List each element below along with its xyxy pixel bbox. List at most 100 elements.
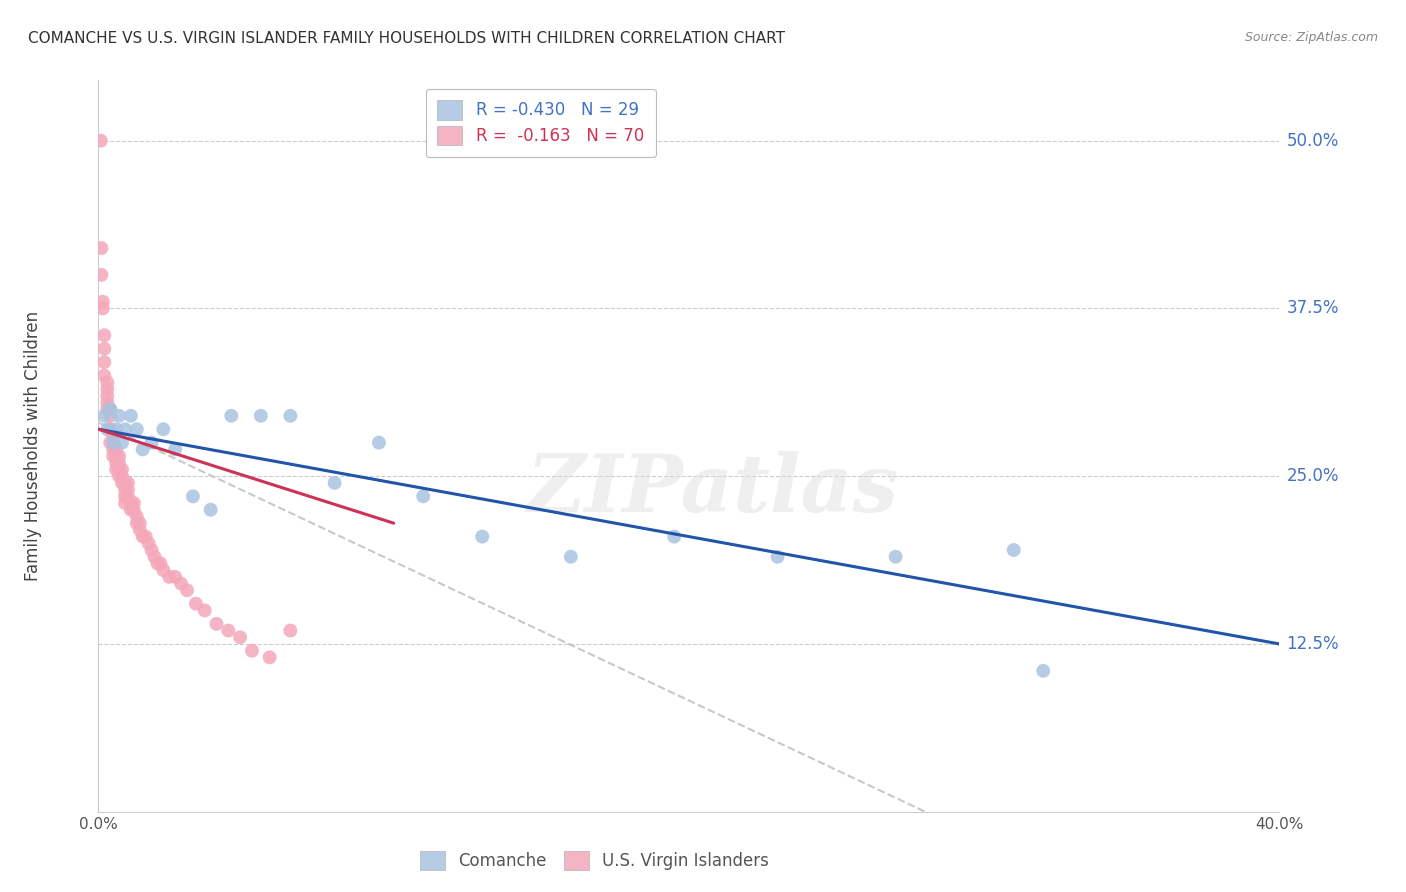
Point <box>105 462 128 476</box>
Point <box>219 409 242 423</box>
Point <box>105 456 128 470</box>
Point <box>117 483 139 497</box>
Point <box>125 422 148 436</box>
Point <box>157 570 180 584</box>
Point <box>114 422 136 436</box>
Point <box>278 409 302 423</box>
Point <box>165 442 187 457</box>
Point <box>90 241 112 255</box>
Point <box>122 502 145 516</box>
Point <box>149 557 172 571</box>
Text: 37.5%: 37.5% <box>1286 300 1339 318</box>
Point <box>141 435 163 450</box>
Point <box>128 516 150 531</box>
Point <box>412 489 434 503</box>
Point <box>122 496 145 510</box>
Point <box>93 328 115 343</box>
Text: Source: ZipAtlas.com: Source: ZipAtlas.com <box>1244 31 1378 45</box>
Point <box>170 576 193 591</box>
Text: 25.0%: 25.0% <box>1286 467 1339 485</box>
Point <box>114 483 136 497</box>
Point <box>141 543 163 558</box>
Point <box>368 435 391 450</box>
Point <box>135 530 157 544</box>
Point <box>250 409 273 423</box>
Point <box>108 409 131 423</box>
Point <box>664 530 686 544</box>
Point <box>96 402 118 417</box>
Point <box>96 389 118 403</box>
Text: 12.5%: 12.5% <box>1286 635 1339 653</box>
Point <box>103 442 125 457</box>
Point <box>114 475 136 490</box>
Text: ZIPatlas: ZIPatlas <box>526 451 898 529</box>
Point <box>181 489 204 503</box>
Point <box>98 409 121 423</box>
Point <box>146 557 169 571</box>
Point <box>259 650 281 665</box>
Point <box>125 509 148 524</box>
Point <box>884 549 907 564</box>
Point <box>323 475 346 490</box>
Point <box>471 530 494 544</box>
Point <box>128 523 150 537</box>
Point <box>111 475 134 490</box>
Point <box>240 643 263 657</box>
Point <box>98 402 121 417</box>
Point <box>98 422 121 436</box>
Point <box>108 456 131 470</box>
Point <box>90 268 112 282</box>
Point <box>103 429 125 443</box>
Point <box>229 630 252 644</box>
Point <box>560 549 582 564</box>
Point <box>91 294 114 309</box>
Point <box>120 502 142 516</box>
Point <box>117 489 139 503</box>
Point <box>200 502 222 516</box>
Point <box>111 462 134 476</box>
Point <box>93 409 115 423</box>
Point <box>103 435 125 450</box>
Point <box>103 449 125 463</box>
Point <box>96 376 118 390</box>
Point <box>194 603 217 617</box>
Point <box>165 570 187 584</box>
Point <box>93 355 115 369</box>
Point <box>117 475 139 490</box>
Point <box>120 409 142 423</box>
Point <box>184 597 207 611</box>
Legend: Comanche, U.S. Virgin Islanders: Comanche, U.S. Virgin Islanders <box>413 844 776 877</box>
Point <box>105 449 128 463</box>
Text: Family Households with Children: Family Households with Children <box>24 311 42 581</box>
Point <box>152 422 174 436</box>
Point <box>105 422 128 436</box>
Point <box>114 496 136 510</box>
Point <box>120 496 142 510</box>
Point <box>105 442 128 457</box>
Point <box>108 462 131 476</box>
Point <box>217 624 239 638</box>
Point <box>132 442 155 457</box>
Point <box>98 402 121 417</box>
Point <box>103 435 125 450</box>
Point <box>1032 664 1054 678</box>
Point <box>96 395 118 409</box>
Point <box>90 134 112 148</box>
Point <box>132 530 155 544</box>
Point <box>205 616 228 631</box>
Point <box>766 549 789 564</box>
Point <box>93 342 115 356</box>
Point <box>91 301 114 316</box>
Point <box>125 516 148 531</box>
Point <box>176 583 198 598</box>
Point <box>105 449 128 463</box>
Point <box>138 536 160 550</box>
Point <box>96 422 118 436</box>
Point <box>98 422 121 436</box>
Point <box>98 435 121 450</box>
Point <box>1002 543 1025 558</box>
Point <box>108 449 131 463</box>
Point <box>111 435 134 450</box>
Point <box>96 382 118 396</box>
Point <box>143 549 166 564</box>
